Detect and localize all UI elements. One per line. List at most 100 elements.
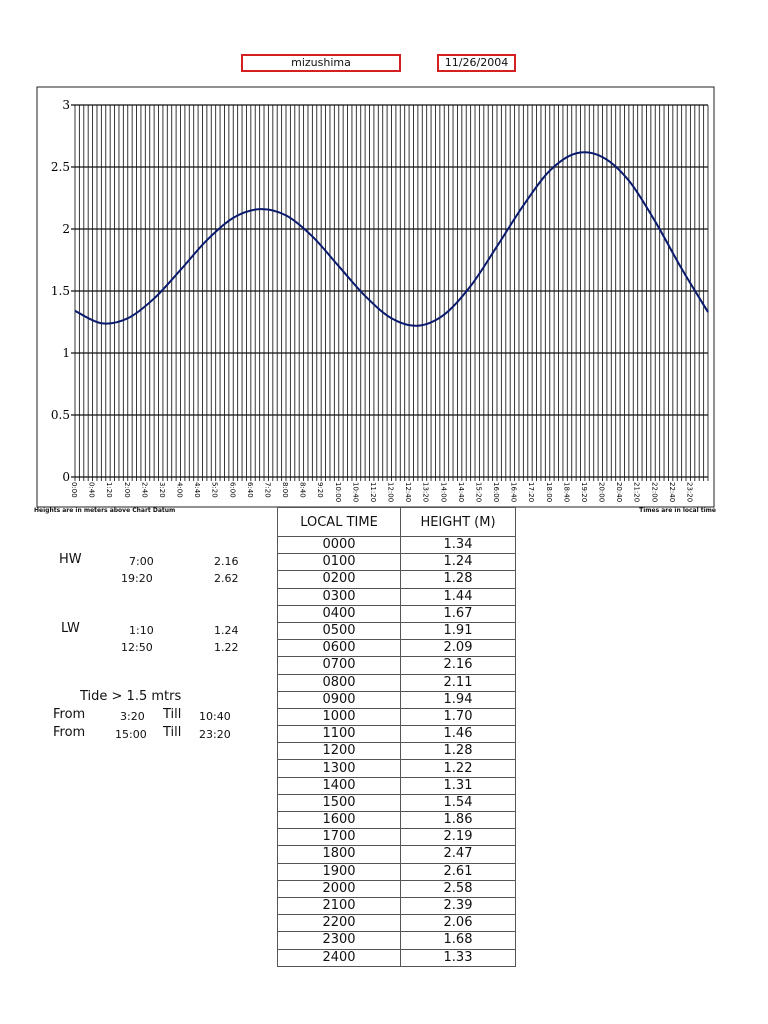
hw-height-1: 2.16 bbox=[214, 555, 239, 568]
height-cell: 1.94 bbox=[400, 690, 516, 709]
x-tick-label: 6:00 bbox=[228, 482, 236, 498]
height-cell: 2.09 bbox=[400, 639, 516, 658]
x-tick-label: 10:40 bbox=[351, 482, 359, 502]
time-cell: 0700 bbox=[277, 656, 401, 675]
x-tick-label: 18:00 bbox=[545, 482, 553, 502]
x-tick-label: 12:00 bbox=[387, 482, 395, 502]
x-tick-label: 6:40 bbox=[246, 482, 254, 498]
hw-time-2: 19:20 bbox=[121, 572, 153, 585]
x-tick-label: 7:20 bbox=[263, 482, 271, 498]
time-note: Times are in local time bbox=[639, 507, 716, 514]
table-row: 2200 2.06 bbox=[277, 914, 516, 933]
vertical-grid bbox=[74, 105, 709, 481]
table-row: 1600 1.86 bbox=[277, 810, 516, 830]
time-cell: 0800 bbox=[277, 673, 401, 692]
height-cell: 1.33 bbox=[400, 948, 516, 967]
x-tick-label: 22:40 bbox=[668, 482, 676, 502]
x-tick-label: 3:20 bbox=[158, 482, 166, 498]
till-label-2: Till bbox=[163, 725, 182, 740]
table-row: 0300 1.44 bbox=[277, 587, 516, 606]
x-tick-label: 18:40 bbox=[562, 482, 570, 502]
x-tick-label: 23:20 bbox=[685, 482, 693, 502]
height-cell: 1.31 bbox=[400, 776, 516, 795]
time-cell: 1000 bbox=[277, 707, 401, 727]
height-cell: 1.68 bbox=[400, 931, 516, 950]
time-cell: 0500 bbox=[277, 621, 401, 641]
table-row: 0100 1.24 bbox=[277, 553, 516, 572]
table-row: 0400 1.67 bbox=[277, 604, 516, 623]
height-cell: 2.11 bbox=[400, 673, 516, 692]
lw-height-1: 1.24 bbox=[214, 624, 239, 637]
height-cell: 1.91 bbox=[400, 621, 516, 641]
tide-curve bbox=[74, 151, 709, 327]
table-row: 0800 2.11 bbox=[277, 673, 516, 692]
threshold-title: Tide > 1.5 mtrs bbox=[80, 689, 182, 704]
time-cell: 0000 bbox=[277, 535, 401, 555]
table-row: 2000 2.58 bbox=[277, 879, 516, 898]
from-label-2: From bbox=[53, 725, 86, 740]
time-cell: 1600 bbox=[277, 810, 401, 830]
height-cell: 1.54 bbox=[400, 793, 516, 813]
table-row: 0500 1.91 bbox=[277, 621, 516, 641]
height-cell: 1.24 bbox=[400, 553, 516, 572]
lw-time-1: 1:10 bbox=[129, 624, 154, 637]
x-tick-label: 20:40 bbox=[615, 482, 623, 502]
time-cell: 1900 bbox=[277, 862, 401, 881]
till-time-2: 23:20 bbox=[199, 728, 231, 741]
x-tick-label: 10:00 bbox=[334, 482, 342, 502]
height-cell: 1.22 bbox=[400, 759, 516, 778]
x-tick-label: 1:20 bbox=[105, 482, 113, 498]
x-tick-label: 19:20 bbox=[580, 482, 588, 502]
x-tick-label: 4:40 bbox=[193, 482, 201, 498]
time-cell: 0200 bbox=[277, 570, 401, 589]
from-time-1: 3:20 bbox=[120, 710, 145, 723]
x-tick-label: 0:40 bbox=[88, 482, 96, 498]
height-cell: 1.46 bbox=[400, 725, 516, 744]
x-tick-label: 12:40 bbox=[404, 482, 412, 502]
time-cell: 0900 bbox=[277, 690, 401, 709]
hw-height-2: 2.62 bbox=[214, 572, 239, 585]
lw-height-2: 1.22 bbox=[214, 641, 239, 654]
x-tick-label: 14:40 bbox=[457, 482, 465, 502]
lw-label: LW bbox=[61, 621, 80, 636]
height-cell: 2.58 bbox=[400, 879, 516, 898]
lw-time-2: 12:50 bbox=[121, 641, 153, 654]
height-cell: 1.44 bbox=[400, 587, 516, 606]
time-cell: 0600 bbox=[277, 639, 401, 658]
height-cell: 2.16 bbox=[400, 656, 516, 675]
time-cell: 1700 bbox=[277, 828, 401, 847]
y-tick-label: 1.5 bbox=[51, 284, 70, 298]
tide-table: LOCAL TIME HEIGHT (M) 0000 1.34 0100 1.24 02… bbox=[277, 507, 516, 967]
time-cell: 1100 bbox=[277, 725, 401, 744]
table-row: 1400 1.31 bbox=[277, 776, 516, 795]
table-row: 2100 2.39 bbox=[277, 896, 516, 916]
x-tick-label: 2:40 bbox=[140, 482, 148, 498]
x-tick-label: 17:20 bbox=[527, 482, 535, 502]
height-cell: 2.39 bbox=[400, 896, 516, 916]
x-tick-label: 8:00 bbox=[281, 482, 289, 498]
x-tick-label: 5:20 bbox=[211, 482, 219, 498]
table-row: 1700 2.19 bbox=[277, 828, 516, 847]
table-row: 2400 1.33 bbox=[277, 948, 516, 967]
height-cell: 2.06 bbox=[400, 914, 516, 933]
height-cell: 2.47 bbox=[400, 845, 516, 864]
till-time-1: 10:40 bbox=[199, 710, 231, 723]
table-row: 1900 2.61 bbox=[277, 862, 516, 881]
x-tick-label: 8:40 bbox=[299, 482, 307, 498]
time-cell: 0400 bbox=[277, 604, 401, 623]
x-tick-label: 11:20 bbox=[369, 482, 377, 502]
table-row: 0900 1.94 bbox=[277, 690, 516, 709]
tide-table-body: 0000 1.34 0100 1.24 0200 1.28 0300 1.44 0400 1.67… bbox=[277, 535, 516, 967]
time-cell: 0300 bbox=[277, 587, 401, 606]
header-local-time: LOCAL TIME bbox=[277, 507, 401, 537]
height-cell: 1.34 bbox=[400, 535, 516, 555]
x-tick-label: 13:20 bbox=[422, 482, 430, 502]
time-cell: 1200 bbox=[277, 742, 401, 761]
table-row: 0200 1.28 bbox=[277, 570, 516, 589]
time-cell: 2000 bbox=[277, 879, 401, 898]
horizontal-grid bbox=[71, 104, 708, 478]
x-tick-label: 21:20 bbox=[633, 482, 641, 502]
table-row: 1200 1.28 bbox=[277, 742, 516, 761]
y-tick-label: 1 bbox=[62, 346, 70, 360]
from-label-1: From bbox=[53, 707, 86, 722]
